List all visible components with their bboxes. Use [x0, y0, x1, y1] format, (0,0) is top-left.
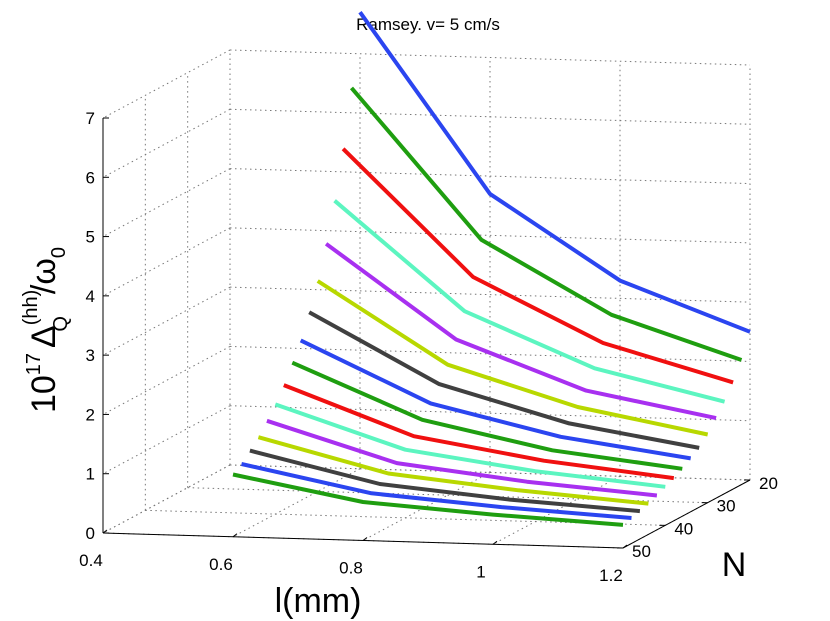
- series-line: [308, 310, 700, 450]
- tick-labels: 0 1 2 3 4 5 6 7 0.4 0.6 0.8 1 1.2 20 30 40 50: [79, 109, 778, 585]
- grid-line: [102, 464, 231, 534]
- y-axis-label: N: [722, 546, 747, 584]
- x-tick: [232, 533, 238, 538]
- grid-line: [102, 168, 231, 238]
- grid-line: [229, 227, 751, 244]
- series-line: [299, 338, 692, 461]
- series-line: [283, 383, 675, 481]
- x-tick-label: 0.8: [339, 559, 363, 578]
- grid-line: [187, 487, 708, 504]
- z-label-prefix: 10: [25, 375, 63, 413]
- grid-line: [102, 286, 231, 356]
- series-line: [333, 199, 726, 404]
- grid-line: [102, 464, 231, 534]
- axes: [102, 117, 751, 549]
- grid-line: [145, 509, 666, 526]
- grid-line: [102, 345, 231, 415]
- grid-line: [102, 49, 231, 119]
- grid-line: [102, 405, 231, 475]
- x-tick: [492, 540, 498, 545]
- z-tick-label: 0: [86, 524, 95, 543]
- x-tick-label: 0.6: [209, 555, 233, 574]
- z-axis-label: 1017 Δ(hh) Q/ω0: [20, 247, 72, 413]
- grid-line: [232, 468, 361, 538]
- z-tick-label: 1: [86, 465, 95, 484]
- z-label-exp: 17: [23, 353, 45, 375]
- y-tick-label: 40: [674, 519, 693, 538]
- series-line: [341, 147, 734, 385]
- grid-line: [229, 464, 751, 481]
- series-line: [291, 360, 683, 471]
- z-label-slash: /ω: [25, 258, 63, 294]
- x-axis-label: l(mm): [275, 582, 362, 620]
- x-tick-label: 1.2: [599, 566, 623, 585]
- grid-line: [102, 227, 231, 297]
- grid-line: [229, 49, 751, 66]
- y-tick-label: 20: [759, 474, 778, 493]
- z-tick-label: 4: [86, 287, 95, 306]
- series-line: [266, 418, 658, 498]
- grid-line: [229, 286, 751, 303]
- y-tick-label: 50: [632, 542, 651, 561]
- z-tick-label: 7: [86, 109, 95, 128]
- svg-text:1017Δ(hh)Q/ω0: 1017 Δ(hh) Q/ω0: [20, 247, 72, 413]
- x-tick-label: 1: [476, 562, 485, 581]
- series-line: [249, 448, 641, 514]
- grid-line: [362, 472, 491, 541]
- series-line: [316, 279, 709, 437]
- y-axis-line: [622, 479, 751, 549]
- series-line: [349, 86, 743, 362]
- z-tick-label: 2: [86, 405, 95, 424]
- grid-line: [229, 168, 751, 185]
- series-line: [241, 462, 632, 520]
- series-line: [358, 11, 751, 334]
- grid-line: [102, 108, 231, 178]
- z-label-delta: Δ: [25, 325, 63, 348]
- x-tick-label: 0.4: [79, 551, 103, 570]
- chart-title: Ramsey. v= 5 cm/s: [356, 15, 500, 34]
- z-label-sub: Q: [50, 316, 72, 332]
- series-line: [232, 472, 624, 527]
- z-tick-label: 6: [86, 168, 95, 187]
- grid-line: [229, 405, 751, 422]
- z-label-omega-sub: 0: [48, 247, 70, 258]
- x-tick: [102, 529, 108, 534]
- series-line: [257, 435, 649, 506]
- z-label-sup: (hh): [20, 290, 42, 326]
- x-tick: [622, 544, 628, 549]
- series-line: [324, 242, 717, 421]
- series-group: [232, 11, 751, 527]
- z-tick-label: 5: [86, 228, 95, 247]
- grid-line: [492, 475, 621, 545]
- z-tick-label: 3: [86, 346, 95, 365]
- x-tick: [362, 537, 368, 541]
- y-tick-label: 30: [717, 497, 736, 516]
- grid-line: [229, 108, 751, 125]
- series-line: [274, 402, 666, 489]
